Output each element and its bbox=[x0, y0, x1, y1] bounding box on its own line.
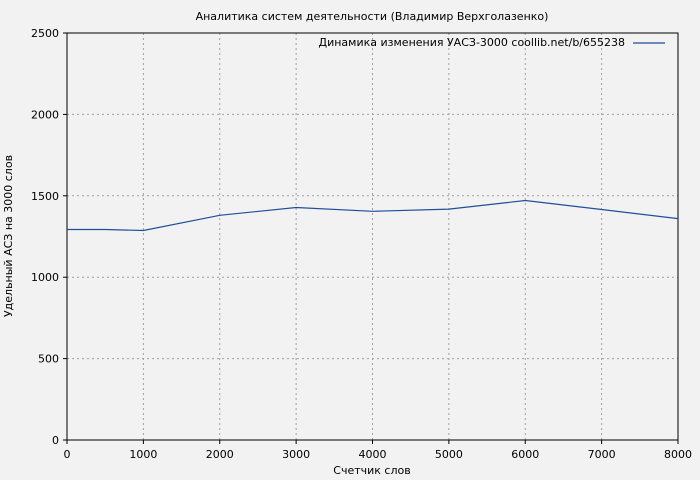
x-tick-label: 2000 bbox=[206, 448, 234, 461]
grid-lines bbox=[67, 33, 678, 440]
x-tick-label: 8000 bbox=[664, 448, 692, 461]
x-tick-label: 7000 bbox=[588, 448, 616, 461]
series-layer bbox=[67, 199, 679, 232]
x-tick-label: 5000 bbox=[435, 448, 463, 461]
legend: Динамика изменения УАСЗ-3000 coollib.net… bbox=[319, 36, 665, 49]
x-tick-label: 6000 bbox=[511, 448, 539, 461]
y-tick-label: 0 bbox=[52, 434, 59, 447]
x-tick-label: 3000 bbox=[282, 448, 310, 461]
y-tick-label: 2000 bbox=[31, 108, 59, 121]
y-axis-label: Удельный АСЗ на 3000 слов bbox=[2, 155, 15, 317]
x-tick-label: 0 bbox=[64, 448, 71, 461]
legend-label: Динамика изменения УАСЗ-3000 coollib.net… bbox=[319, 36, 626, 49]
y-tick-label: 2500 bbox=[31, 27, 59, 40]
y-axis: 0 500 1000 1500 2000 2500 bbox=[31, 27, 67, 447]
x-tick-label: 4000 bbox=[359, 448, 387, 461]
x-tick-label: 1000 bbox=[129, 448, 157, 461]
y-tick-label: 500 bbox=[38, 353, 59, 366]
x-axis-label: Счетчик слов bbox=[333, 464, 410, 477]
y-tick-label: 1000 bbox=[31, 271, 59, 284]
chart-title: Аналитика систем деятельности (Владимир … bbox=[196, 10, 549, 23]
y-tick-label: 1500 bbox=[31, 190, 59, 203]
x-axis: 0 1000 2000 3000 4000 5000 6000 7000 8000 bbox=[64, 440, 692, 461]
series-line bbox=[67, 199, 679, 232]
